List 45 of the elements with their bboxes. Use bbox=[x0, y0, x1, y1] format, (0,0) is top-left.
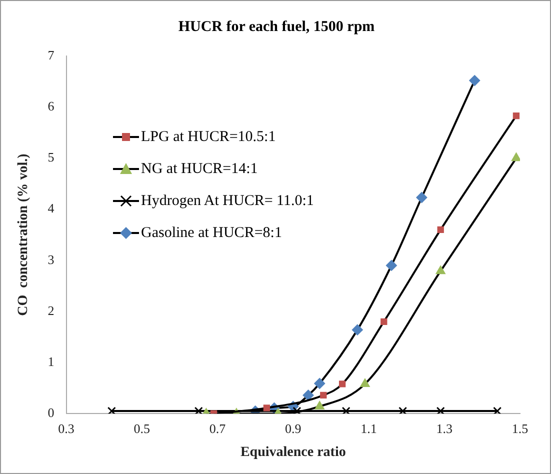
x-tick-label: 0.5 bbox=[134, 420, 150, 436]
x-tick-label: 1.5 bbox=[512, 420, 528, 436]
x-tick-label: 1.1 bbox=[360, 420, 377, 436]
y-tick-label: 1 bbox=[48, 354, 54, 369]
y-tick-label: 3 bbox=[48, 252, 54, 267]
point bbox=[436, 406, 445, 414]
point bbox=[320, 392, 327, 399]
point bbox=[342, 406, 350, 414]
point bbox=[416, 192, 428, 204]
point bbox=[107, 406, 116, 414]
point bbox=[386, 260, 397, 271]
x-tick-label: 1.3 bbox=[436, 420, 453, 436]
point bbox=[436, 266, 446, 274]
y-tick-label: 0 bbox=[48, 405, 54, 420]
point bbox=[338, 380, 346, 388]
point bbox=[302, 390, 314, 401]
y-tick-label: 7 bbox=[48, 47, 55, 62]
x-tick-label: 0.9 bbox=[285, 420, 302, 436]
x-tick-label: 0.7 bbox=[209, 420, 226, 436]
legend-label: NG at HUCR=14:1 bbox=[141, 160, 258, 179]
point bbox=[512, 112, 520, 120]
legend-label: Hydrogen At HUCR= 11.0:1 bbox=[141, 192, 314, 211]
point bbox=[398, 406, 408, 414]
point bbox=[352, 324, 363, 336]
point bbox=[314, 400, 324, 410]
legend-label: LPG at HUCR=10.5:1 bbox=[141, 128, 276, 147]
y-axis-title: CO concentration (% vol.) bbox=[16, 153, 32, 316]
x-axis-title: Equivalence ratio bbox=[240, 445, 346, 460]
point bbox=[314, 378, 326, 389]
y-tick-label: 5 bbox=[48, 150, 54, 165]
point bbox=[437, 226, 444, 234]
legend-label: Gasoline at HUCR=8:1 bbox=[141, 224, 282, 243]
chart-title: HUCR for each fuel, 1500 rpm bbox=[177, 19, 376, 36]
point bbox=[292, 406, 302, 414]
point bbox=[511, 152, 520, 162]
y-tick-label: 6 bbox=[48, 98, 55, 114]
point bbox=[194, 406, 203, 414]
point bbox=[493, 406, 502, 414]
point bbox=[469, 75, 480, 86]
point bbox=[360, 378, 370, 387]
point bbox=[380, 318, 388, 325]
y-tick-label: 2 bbox=[48, 302, 54, 318]
y-tick-label: 4 bbox=[48, 200, 55, 216]
x-tick-label: 0.3 bbox=[58, 420, 74, 436]
point bbox=[263, 404, 270, 412]
